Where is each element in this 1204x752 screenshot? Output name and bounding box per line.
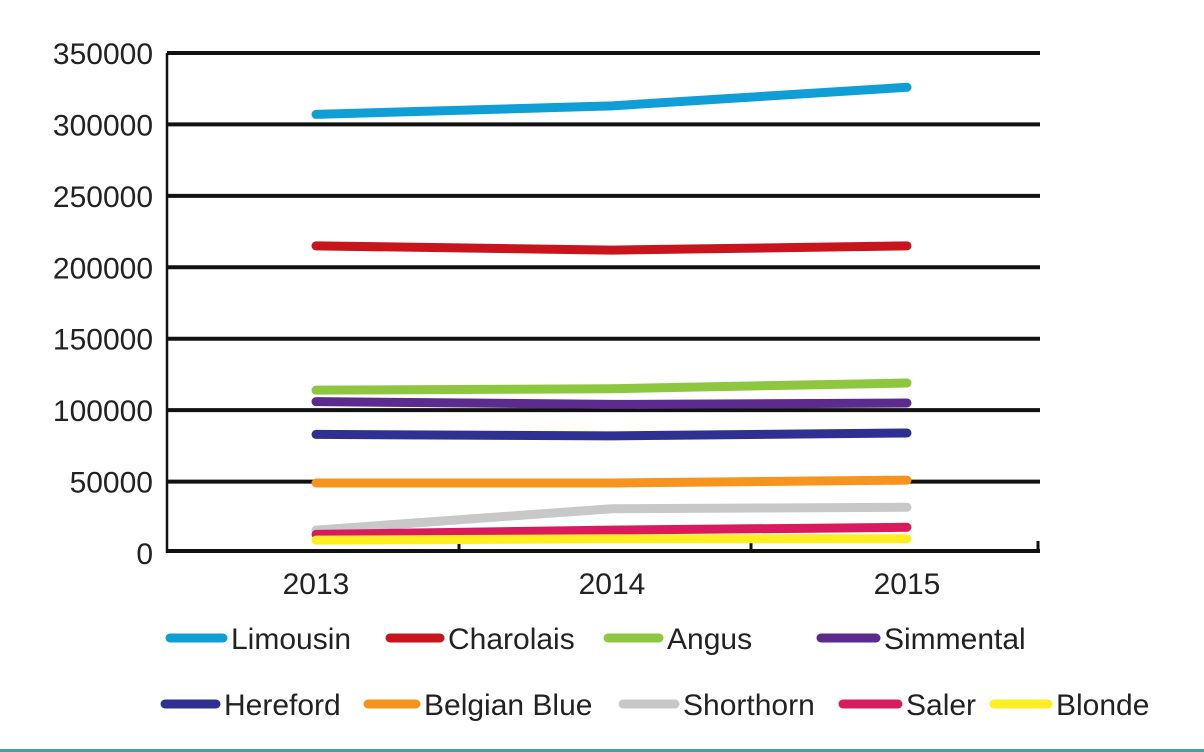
y-tick-label: 200000: [53, 252, 153, 285]
legend-label: Simmental: [884, 623, 1026, 656]
x-tick-label: 2014: [579, 568, 646, 601]
legend-item-belgian-blue: Belgian Blue: [363, 689, 592, 722]
y-tick-label: 300000: [53, 109, 153, 142]
gridlines: [167, 51, 1040, 484]
x-tick-label: 2013: [283, 568, 350, 601]
x-tick-label: 2015: [874, 568, 941, 601]
legend-label: Belgian Blue: [424, 689, 592, 722]
series-line-charolais: [311, 241, 912, 255]
y-tick-label: 250000: [53, 181, 153, 214]
series-line-belgian-blue: [311, 475, 912, 488]
legend-label: Saler: [906, 689, 976, 722]
y-axis-ticks: 0 50000 100000 150000 200000 250000 300000 3500…: [53, 38, 153, 571]
y-tick-label: 350000: [53, 38, 153, 71]
series-line-hereford: [311, 428, 912, 441]
legend-label: Shorthorn: [683, 689, 815, 722]
legend-item-charolais: Charolais: [385, 623, 575, 656]
x-axis-ticks: 2013 2014 2015: [283, 541, 1040, 601]
legend-label: Blonde: [1056, 689, 1149, 722]
legend-label: Charolais: [448, 623, 575, 656]
bottom-border-rule: [0, 749, 1204, 752]
legend-label: Hereford: [224, 689, 341, 722]
series-line-simmental: [311, 397, 912, 409]
series-lines: [311, 82, 912, 545]
legend-item-hereford: Hereford: [160, 689, 341, 722]
y-tick-label: 50000: [70, 467, 153, 500]
legend-item-limousin: Limousin: [165, 623, 351, 656]
legend-item-saler: Saler: [838, 689, 976, 722]
legend-item-shorthorn: Shorthorn: [618, 689, 815, 722]
legend: Limousin Charolais Angus Simmental Hereford B…: [160, 623, 1149, 722]
series-line-limousin: [311, 82, 912, 119]
legend-label: Angus: [667, 623, 752, 656]
series-line-angus: [311, 378, 912, 395]
legend-label: Limousin: [231, 623, 351, 656]
series-line-blonde: [311, 534, 912, 545]
legend-item-simmental: Simmental: [816, 623, 1026, 656]
series-line-saler: [311, 522, 912, 539]
axes: [165, 53, 1040, 553]
y-tick-label: 100000: [53, 395, 153, 428]
y-tick-label: 0: [136, 538, 153, 571]
legend-item-angus: Angus: [603, 623, 752, 656]
y-tick-label: 150000: [53, 324, 153, 357]
legend-item-blonde: Blonde: [989, 689, 1149, 722]
